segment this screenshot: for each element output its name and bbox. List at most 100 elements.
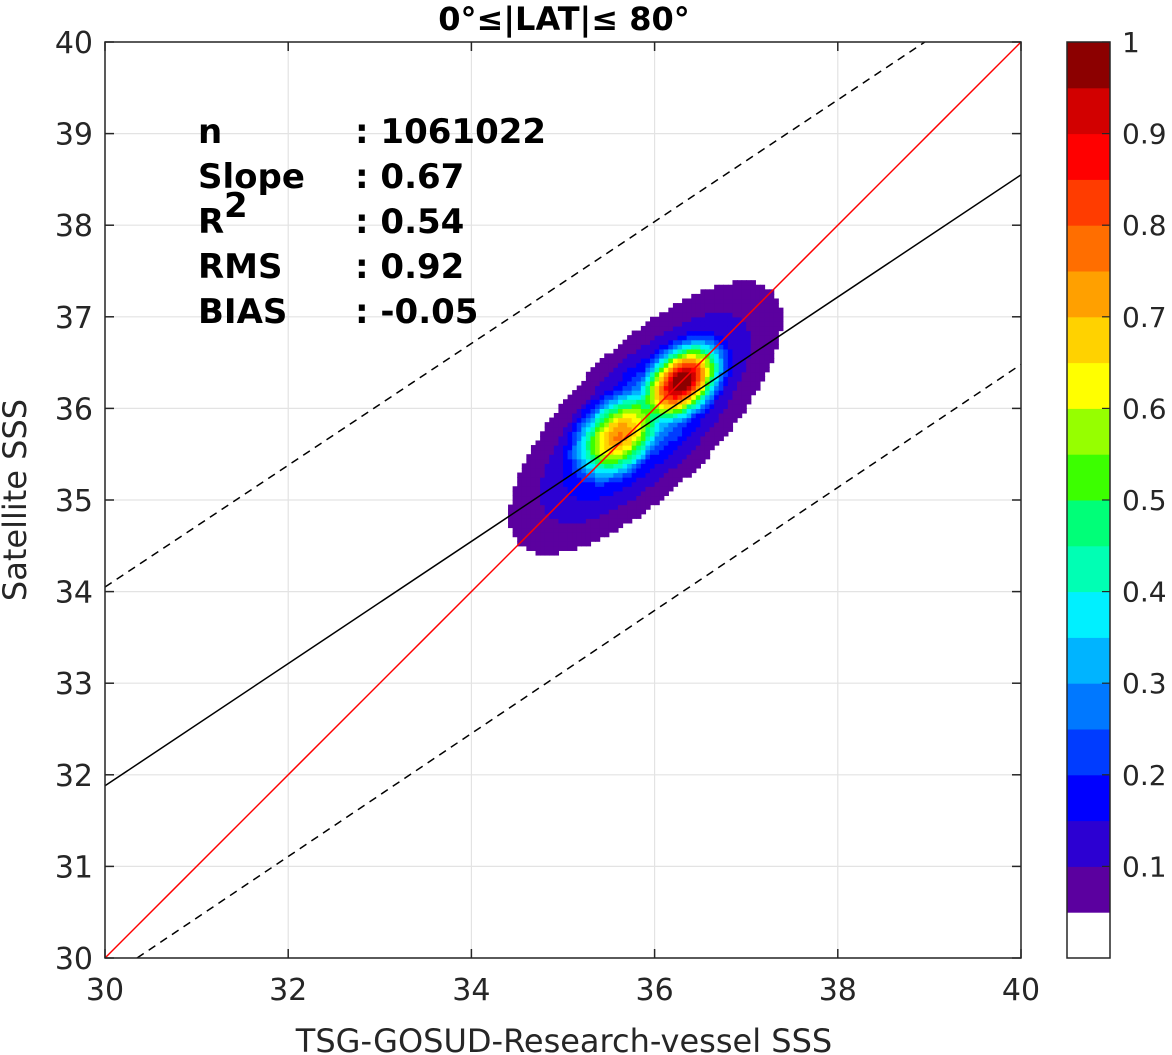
- density-cell: [640, 495, 647, 501]
- density-cell: [521, 486, 527, 492]
- density-cell: [737, 394, 743, 400]
- density-cell: [535, 527, 541, 533]
- density-cell: [682, 435, 688, 442]
- density-cell: [672, 330, 679, 336]
- density-cell: [567, 394, 573, 400]
- density-cell: [567, 422, 573, 428]
- density-cell: [714, 385, 720, 391]
- density-cell: [585, 527, 592, 533]
- density-cell: [737, 289, 743, 295]
- y-tick-label: 39: [55, 118, 93, 153]
- density-cell: [613, 394, 619, 400]
- density-cell: [695, 316, 701, 322]
- density-cell: [686, 358, 692, 364]
- density-cell: [709, 316, 715, 322]
- density-cell: [535, 509, 541, 515]
- density-cell: [640, 353, 647, 359]
- density-cell: [746, 307, 752, 313]
- density-cell: [677, 362, 683, 368]
- density-cell: [599, 431, 605, 437]
- density-cell: [640, 481, 647, 487]
- density-cell: [631, 513, 637, 519]
- density-cell: [521, 495, 527, 501]
- density-cell: [686, 412, 692, 419]
- y-tick-label: 38: [55, 209, 93, 244]
- density-cell: [750, 339, 756, 345]
- density-cell: [704, 289, 711, 295]
- density-cell: [549, 550, 555, 556]
- density-cell: [530, 532, 537, 538]
- density-cell: [682, 394, 688, 400]
- density-cell: [599, 467, 605, 474]
- density-cell: [764, 339, 770, 345]
- density-cell: [714, 284, 720, 290]
- density-cell: [672, 435, 679, 442]
- density-cell: [553, 412, 560, 419]
- density-cell: [613, 376, 619, 382]
- colorbar-segment: [1067, 912, 1110, 959]
- density-cell: [563, 522, 569, 529]
- density-cell: [604, 486, 610, 492]
- density-cell: [695, 335, 701, 341]
- density-cell: [590, 504, 596, 510]
- density-cell: [714, 367, 720, 373]
- density-cell: [636, 490, 642, 497]
- density-cell: [668, 412, 674, 419]
- density-cell: [769, 293, 775, 300]
- density-cell: [727, 385, 734, 391]
- density-cell: [677, 312, 683, 318]
- density-cell: [617, 412, 624, 419]
- density-cell: [636, 458, 642, 464]
- density-cell: [640, 467, 647, 474]
- density-cell: [759, 371, 766, 377]
- density-cell: [668, 481, 674, 487]
- density-cell: [654, 399, 660, 405]
- density-cell: [581, 518, 587, 524]
- density-cell: [631, 367, 637, 373]
- density-cell: [686, 335, 692, 341]
- density-cell: [526, 536, 532, 542]
- density-cell: [654, 339, 660, 345]
- density-cell: [590, 458, 596, 464]
- density-cell: [663, 417, 669, 423]
- density-cell: [613, 422, 619, 428]
- density-cell: [512, 527, 518, 533]
- density-cell: [709, 399, 715, 405]
- density-cell: [659, 335, 665, 341]
- density-cell: [581, 394, 587, 400]
- density-cell: [604, 490, 610, 497]
- density-cell: [549, 518, 555, 524]
- density-cell: [663, 435, 669, 442]
- colorbar-segment: [1067, 316, 1110, 364]
- density-cell: [540, 495, 546, 501]
- density-cell: [558, 422, 564, 428]
- density-cell: [563, 431, 569, 437]
- density-cell: [517, 532, 523, 538]
- density-cell: [590, 477, 596, 483]
- density-cell: [654, 385, 660, 391]
- density-cell: [709, 380, 715, 387]
- density-cell: [650, 371, 656, 377]
- density-cell: [686, 422, 692, 428]
- density-cell: [672, 394, 679, 400]
- density-cell: [755, 348, 761, 355]
- density-cell: [549, 422, 555, 428]
- density-cell: [695, 358, 701, 364]
- density-cell: [691, 344, 697, 350]
- density-cell: [645, 440, 651, 446]
- density-cell: [640, 422, 647, 428]
- density-cell: [709, 339, 715, 345]
- density-cell: [677, 348, 683, 355]
- density-cell: [636, 376, 642, 382]
- density-cell: [636, 481, 642, 487]
- density-cell: [750, 390, 756, 396]
- density-cell: [668, 417, 674, 423]
- density-cell: [581, 527, 587, 533]
- density-cell: [604, 367, 610, 373]
- density-cell: [585, 399, 592, 405]
- density-cell: [645, 486, 651, 492]
- density-cell: [608, 408, 614, 414]
- density-cell: [512, 504, 518, 510]
- density-cell: [759, 362, 766, 368]
- density-cell: [627, 390, 633, 396]
